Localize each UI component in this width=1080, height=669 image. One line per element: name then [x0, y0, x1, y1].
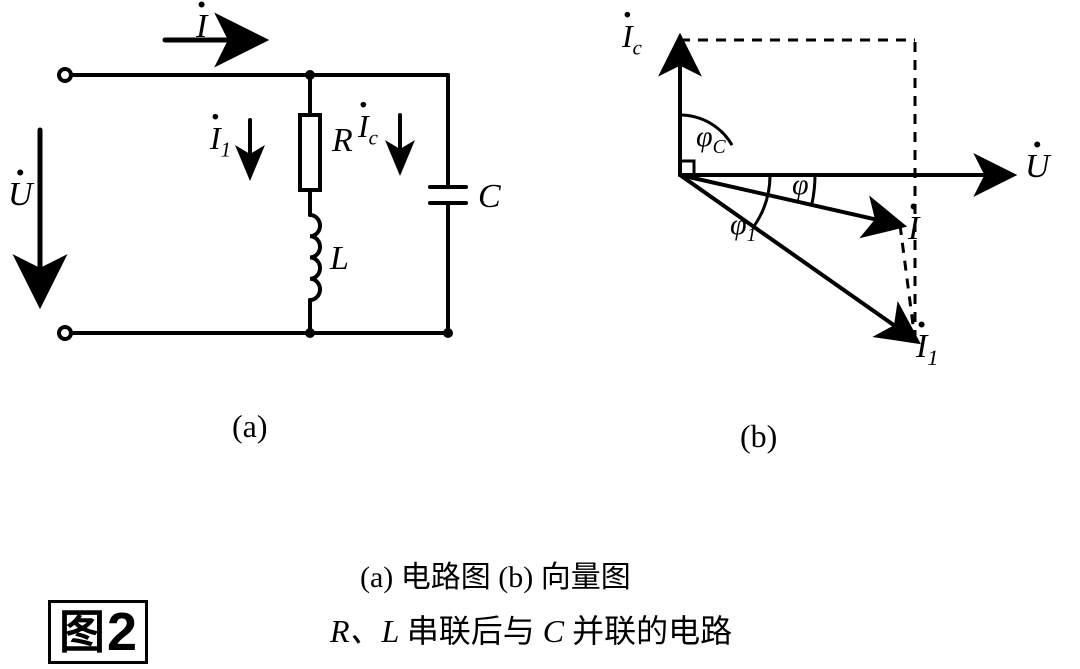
sublabel-a: (a) — [232, 408, 268, 445]
label-I: I — [196, 8, 207, 46]
phasor-label-phi: φ — [792, 168, 809, 202]
label-R: R — [332, 122, 353, 160]
phasor-label-U: U — [1025, 148, 1050, 186]
label-U: U — [8, 176, 33, 214]
caption-line-ab: (a) 电路图 (b) 向量图 — [360, 552, 631, 596]
phasor-label-Ic: Ic — [622, 18, 642, 60]
phasor-label-I: I — [908, 210, 919, 248]
phasor-label-I1: I1 — [916, 328, 938, 371]
phasor-label-phi1: φ1 — [730, 208, 756, 247]
label-I1: I1 — [210, 120, 231, 162]
caption-line-main: R、L 串联后与 C 并联的电路 — [330, 606, 732, 652]
sublabel-b: (b) — [740, 418, 777, 455]
figure-stage: I U I1 Ic R L C (a) (b) Ic U I I1 φC φ φ… — [0, 0, 1080, 669]
phasor-label-phic: φC — [696, 120, 726, 159]
label-L: L — [330, 240, 349, 278]
label-Ic: Ic — [358, 108, 378, 150]
label-C: C — [478, 178, 501, 216]
figure-tag: 图2 — [48, 600, 148, 664]
